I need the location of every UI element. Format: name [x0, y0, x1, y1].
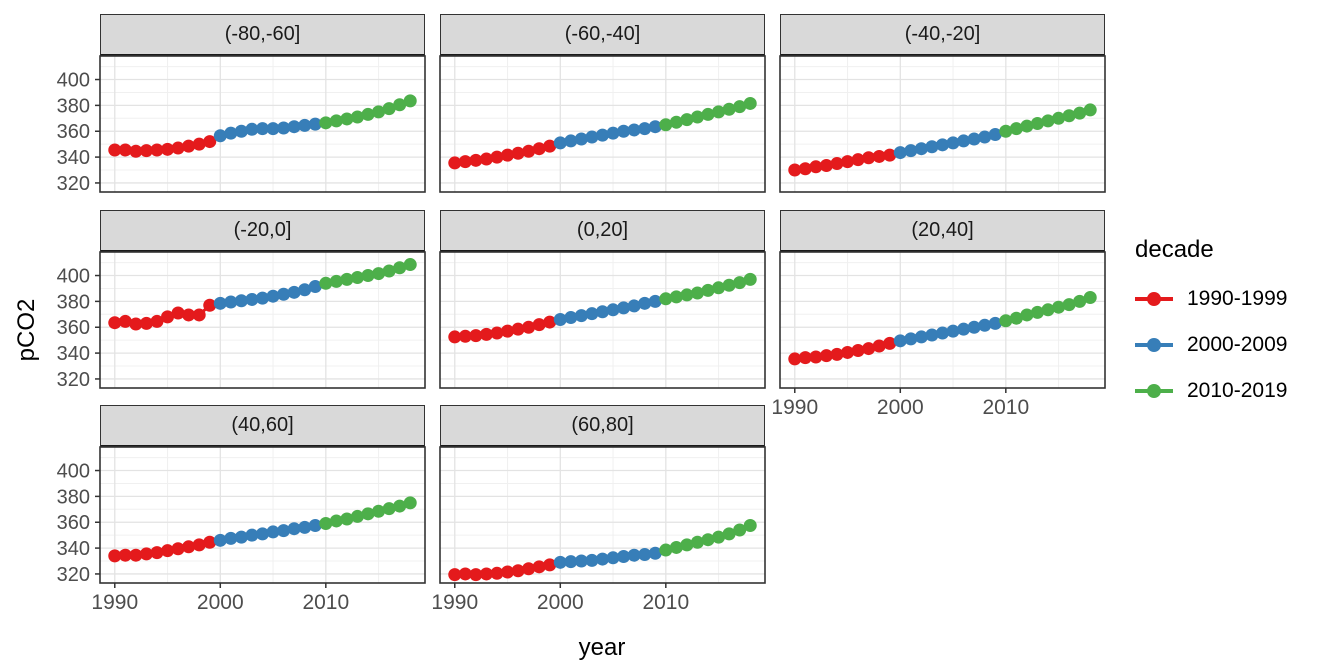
svg-text:340: 340: [57, 343, 90, 365]
svg-text:1990: 1990: [91, 591, 138, 614]
facet-lat-60-80: (60,80] 1990 2000 2010: [431, 405, 766, 614]
svg-text:2010: 2010: [642, 591, 689, 614]
facet-strip-label: (40,60]: [100, 405, 425, 447]
facet-lat--20-0: (-20,0] 320 340 360 380 400: [57, 210, 426, 391]
svg-text:360: 360: [57, 317, 90, 339]
svg-text:2000: 2000: [877, 396, 924, 419]
facet-panel: 320 340 360 380 400 1990 2000 2010: [57, 446, 426, 614]
facet-strip-label: (60,80]: [440, 405, 765, 447]
facet-panel: [439, 251, 766, 389]
facet-lat--80--60: (-80,-60] 320 340 360 380 400: [57, 14, 426, 195]
svg-text:380: 380: [57, 486, 90, 508]
legend-title: decade: [1135, 236, 1214, 263]
svg-text:340: 340: [57, 538, 90, 560]
facet-strip-label: (-60,-40]: [440, 14, 765, 56]
facet-panel: 320 340 360 380 400: [57, 55, 426, 195]
facet-strip-label: (-80,-60]: [100, 14, 425, 56]
svg-text:320: 320: [57, 564, 90, 586]
facet-lat--60--40: (-60,-40]: [439, 14, 766, 193]
facet-panel: 1990 2000 2010: [431, 446, 766, 614]
svg-text:2000: 2000: [197, 591, 244, 614]
svg-text:1990: 1990: [771, 396, 818, 419]
legend-item-label: 2000-2009: [1187, 333, 1288, 356]
svg-text:360: 360: [57, 121, 90, 143]
legend: decade 1990-1999 2000-2009 2010-2019: [1135, 0, 1340, 672]
legend-item-label: 1990-1999: [1187, 287, 1288, 310]
legend-key-icon: [1135, 384, 1173, 398]
svg-text:360: 360: [57, 512, 90, 534]
svg-text:320: 320: [57, 369, 90, 391]
svg-text:2010: 2010: [302, 591, 349, 614]
facet-panel: [779, 55, 1106, 193]
svg-text:380: 380: [57, 291, 90, 313]
facet-lat-40-60: (40,60] 320 340 360 380 400 1990 2000 2010: [57, 405, 426, 614]
svg-text:1990: 1990: [431, 591, 478, 614]
legend-item-label: 2010-2019: [1187, 379, 1288, 402]
svg-text:340: 340: [57, 147, 90, 169]
legend-key-icon: [1135, 338, 1173, 352]
facet-panel: 1990 2000 2010: [771, 251, 1106, 419]
facet-strip-label: (-20,0]: [100, 210, 425, 252]
facet-lat--40--20: (-40,-20]: [779, 14, 1106, 193]
svg-text:400: 400: [57, 266, 90, 288]
facet-strip-label: (-40,-20]: [780, 14, 1105, 56]
svg-text:2010: 2010: [982, 396, 1029, 419]
svg-text:380: 380: [57, 95, 90, 117]
facet-panel: [439, 55, 766, 193]
facet-strip-label: (20,40]: [780, 210, 1105, 252]
legend-key-icon: [1135, 292, 1173, 306]
svg-text:2000: 2000: [537, 591, 584, 614]
legend-item-2010-2019: 2010-2019: [1135, 377, 1287, 405]
facet-panel: 320 340 360 380 400: [57, 251, 426, 391]
y-axis-title: pCO2: [13, 298, 40, 362]
svg-text:320: 320: [57, 173, 90, 195]
facet-lat-20-40: (20,40] 1990 2000 2010: [771, 210, 1106, 419]
svg-text:400: 400: [57, 70, 90, 92]
legend-item-1990-1999: 1990-1999: [1135, 285, 1287, 313]
x-axis-title: year: [578, 634, 626, 661]
legend-item-2000-2009: 2000-2009: [1135, 331, 1287, 359]
facet-strip-label: (0,20]: [440, 210, 765, 252]
facet-lat-0-20: (0,20]: [439, 210, 766, 389]
svg-text:400: 400: [57, 461, 90, 483]
